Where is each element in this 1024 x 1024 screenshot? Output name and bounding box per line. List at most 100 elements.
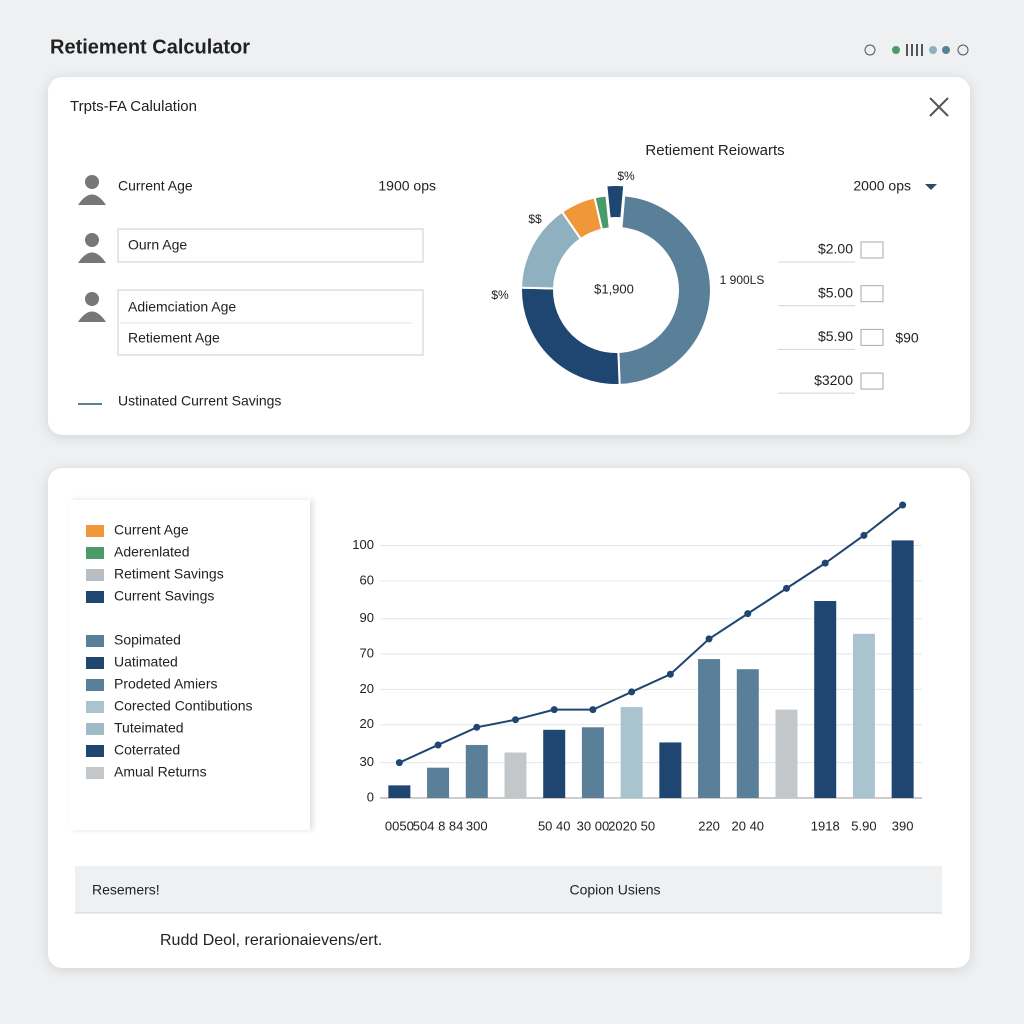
close-button[interactable]: [929, 97, 949, 117]
donut-slice: [593, 194, 611, 231]
legend-swatch: [86, 745, 104, 757]
table-header-cell: Resemers!: [92, 882, 160, 898]
legend-label: Amual Returns: [114, 764, 207, 780]
line-point: [821, 559, 829, 567]
field-value: 1900 ops: [378, 178, 436, 194]
bar: [659, 742, 682, 798]
y-tick-label: 70: [360, 645, 374, 660]
line-point: [550, 706, 558, 714]
field-label: Current Age: [118, 178, 193, 194]
donut-annotation: $%: [617, 169, 635, 183]
input-value: $2.00: [818, 241, 853, 257]
x-tick-label: 390: [892, 818, 914, 833]
text-input[interactable]: [117, 228, 424, 263]
bar: [775, 709, 798, 798]
card-title: Trpts-FA Calulation: [70, 98, 197, 115]
bar: [891, 540, 914, 798]
donut-slice: [605, 184, 626, 220]
legend-label: Current Age: [114, 522, 189, 538]
y-tick-label: 30: [360, 754, 374, 769]
line-point: [744, 610, 752, 618]
input-value: $5.90: [818, 328, 853, 344]
checkbox[interactable]: [860, 241, 884, 259]
legend-label: Prodeted Amiers: [114, 676, 218, 692]
legend-swatch: [86, 525, 104, 537]
field-label: Retiement Age: [128, 330, 220, 346]
line-point: [434, 741, 442, 749]
donut-annotation: $%: [491, 288, 509, 302]
legend-label: Current Savings: [114, 588, 214, 604]
line-point: [860, 531, 868, 539]
line-point: [473, 723, 481, 731]
input-value: $3200: [814, 372, 853, 388]
legend-swatch: [86, 569, 104, 581]
dropdown-arrow[interactable]: [925, 184, 937, 190]
legend-label: Retiment Savings: [114, 566, 224, 582]
bar: [504, 752, 527, 798]
x-tick-label: 20 40: [732, 818, 765, 833]
legend-swatch: [86, 547, 104, 559]
legend-swatch: [86, 635, 104, 647]
x-tick-label: 30 00: [577, 818, 610, 833]
bar: [543, 729, 566, 798]
x-tick-label: 1918: [811, 818, 840, 833]
line-point: [783, 584, 790, 592]
y-tick-label: 60: [360, 572, 374, 587]
legend-label: Uatimated: [114, 654, 178, 670]
legend-swatch: [86, 701, 104, 713]
field-label: Ustinated Current Savings: [118, 393, 281, 409]
bar: [465, 744, 488, 798]
app-title: Retiement Calculator: [50, 36, 250, 58]
legend-swatch: [86, 723, 104, 735]
dropdown[interactable]: 2000 ops: [853, 178, 911, 194]
line-point: [589, 706, 597, 714]
x-tick-label: 0050: [385, 818, 414, 833]
side-inputs: $2.00 $5.00 $5.90 $3200: [778, 241, 884, 394]
line-point: [899, 501, 907, 509]
chart-title: Retiement Reiowarts: [645, 142, 784, 159]
legend-label: Coterrated: [114, 742, 180, 758]
bar: [736, 669, 759, 798]
input-value: $5.00: [818, 284, 853, 300]
person-icons: [78, 175, 106, 322]
y-tick-label: 0: [367, 789, 374, 804]
donut-center-label: $1,900: [594, 281, 634, 296]
line: [398, 504, 904, 764]
bar: [427, 767, 450, 798]
x-tick-label: 504 8 84: [413, 818, 464, 833]
side-value: $90: [895, 330, 919, 346]
y-tick-label: 20: [360, 681, 374, 696]
donut-annotation: 1 900LS: [720, 273, 765, 287]
bar: [388, 785, 411, 798]
line-point: [705, 635, 713, 643]
legend-swatch: [86, 591, 104, 603]
donut-slice: [617, 194, 712, 386]
line-point: [395, 759, 403, 767]
bar: [698, 659, 721, 798]
x-tick-label: 2020 50: [608, 818, 655, 833]
legend-label: Sopimated: [114, 632, 181, 648]
table-header: [75, 866, 942, 913]
checkbox[interactable]: [860, 328, 884, 346]
legend-label: Tuteimated: [114, 720, 184, 736]
field-label: Ourn Age: [128, 237, 187, 253]
line-point: [512, 716, 519, 724]
legend-label: Aderenlated: [114, 544, 190, 560]
bar: [620, 707, 643, 798]
line-point: [628, 688, 636, 696]
x-tick-label: 50 40: [538, 818, 571, 833]
x-tick-label: 300: [466, 818, 488, 833]
window-controls: [864, 44, 969, 56]
donut-annotation: $$: [528, 212, 542, 226]
table-header-cell: Copion Usiens: [569, 882, 660, 898]
checkbox[interactable]: [860, 285, 884, 303]
checkbox[interactable]: [860, 372, 884, 390]
bar: [852, 633, 875, 798]
bar: [581, 727, 604, 798]
x-tick-label: 220: [698, 818, 720, 833]
line-point: [666, 670, 674, 678]
legend-swatch: [86, 767, 104, 779]
x-tick-label: 5.90: [851, 818, 876, 833]
bar: [814, 601, 837, 798]
